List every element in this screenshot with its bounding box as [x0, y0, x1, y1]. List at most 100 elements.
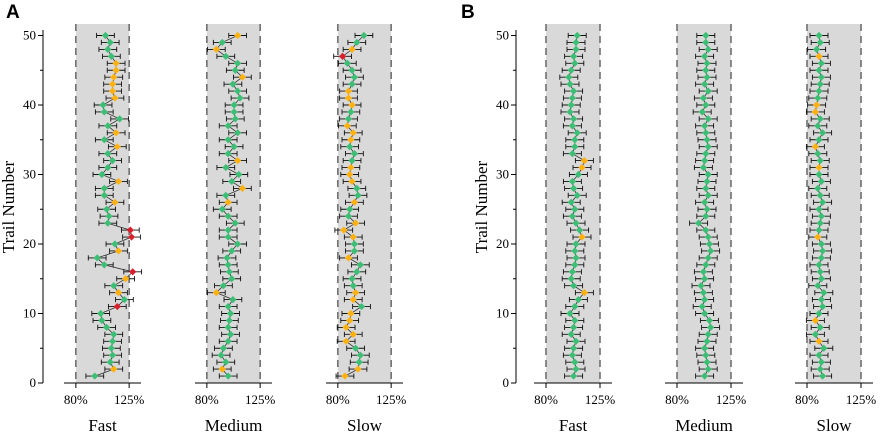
subplot-fast: 80% 125% Fast: [534, 24, 615, 434]
data-point: [238, 184, 246, 192]
data-point: [100, 191, 108, 199]
data-point: [572, 38, 580, 47]
y-axis-a: 0 10 20 30 40 50: [23, 28, 44, 390]
data-point: [813, 45, 821, 53]
condition-label: Medium: [205, 416, 263, 434]
data-point: [218, 365, 226, 373]
data-point: [704, 191, 712, 199]
data-point: [230, 101, 238, 109]
data-point: [570, 184, 578, 192]
data-point: [570, 87, 578, 95]
data-point: [108, 87, 117, 95]
data-point: [104, 45, 112, 53]
data-point: [353, 268, 361, 276]
data-point: [567, 66, 575, 74]
data-point: [342, 323, 350, 331]
data-point: [567, 275, 575, 283]
data-point: [820, 289, 828, 297]
data-point: [104, 150, 112, 158]
data-point: [574, 296, 582, 304]
data-point: [702, 38, 710, 47]
data-point: [356, 351, 364, 359]
data-point: [344, 87, 353, 95]
data-point: [349, 129, 357, 137]
data-point: [816, 219, 824, 227]
data-point: [349, 282, 357, 290]
data-point: [819, 198, 827, 206]
data-point: [571, 205, 579, 213]
data-point: [578, 233, 586, 241]
data-point: [100, 136, 108, 144]
data-point: [107, 52, 115, 60]
data-point: [816, 80, 824, 88]
data-point: [703, 136, 711, 144]
data-point: [568, 122, 576, 130]
y-tick-label: 20: [496, 236, 509, 251]
data-point: [817, 296, 825, 304]
subplot-medium: 80% 125% Medium: [195, 24, 275, 434]
y-tick-label: 30: [23, 167, 36, 182]
data-point: [568, 212, 576, 220]
data-point: [570, 344, 578, 352]
data-point: [701, 275, 709, 283]
y-tick-label: 20: [23, 236, 36, 251]
data-point: [578, 163, 586, 172]
data-point: [353, 38, 361, 47]
condition-label: Fast: [88, 416, 117, 434]
data-point: [114, 289, 123, 297]
data-point: [580, 289, 588, 297]
data-point: [701, 157, 709, 165]
data-point: [342, 337, 350, 345]
data-point: [235, 170, 243, 179]
data-point: [698, 108, 706, 116]
data-point: [568, 351, 576, 359]
data-point: [570, 52, 578, 60]
data-point: [225, 268, 233, 276]
data-point: [697, 282, 705, 290]
data-point: [814, 150, 822, 158]
data-point: [234, 240, 242, 248]
y-axis-title-a: Trail Number: [0, 160, 18, 253]
data-point: [238, 73, 246, 81]
data-point: [819, 302, 827, 311]
data-point: [224, 323, 232, 331]
data-point: [570, 372, 578, 380]
data-point: [98, 170, 106, 179]
data-point: [704, 170, 712, 179]
data-point: [704, 143, 712, 151]
data-point: [814, 122, 822, 130]
data-point: [103, 205, 111, 213]
data-point: [212, 45, 220, 53]
data-point: [347, 136, 355, 144]
data-point: [110, 330, 118, 338]
data-point: [234, 157, 242, 165]
data-point: [568, 268, 576, 276]
data-point: [111, 240, 119, 248]
data-point: [701, 122, 709, 130]
condition-label: Medium: [675, 416, 733, 434]
data-point: [112, 66, 120, 74]
data-point: [224, 261, 232, 269]
data-point: [226, 309, 235, 318]
x-tick-label: 80%: [326, 392, 350, 407]
data-point: [341, 372, 349, 380]
data-point: [573, 129, 581, 137]
data-point: [811, 330, 819, 338]
data-point: [100, 184, 108, 192]
data-point: [348, 80, 356, 88]
data-point: [224, 198, 232, 206]
data-point: [347, 309, 355, 318]
panel-label-a: A: [6, 2, 20, 23]
data-point: [338, 52, 347, 60]
data-point: [234, 31, 242, 40]
data-point: [817, 73, 825, 81]
data-point: [707, 323, 715, 331]
data-point: [701, 372, 709, 380]
data-point: [570, 115, 578, 123]
data-point: [224, 212, 232, 220]
data-point: [817, 212, 825, 220]
x-tick-label: 125%: [846, 392, 877, 407]
data-point: [566, 108, 574, 116]
